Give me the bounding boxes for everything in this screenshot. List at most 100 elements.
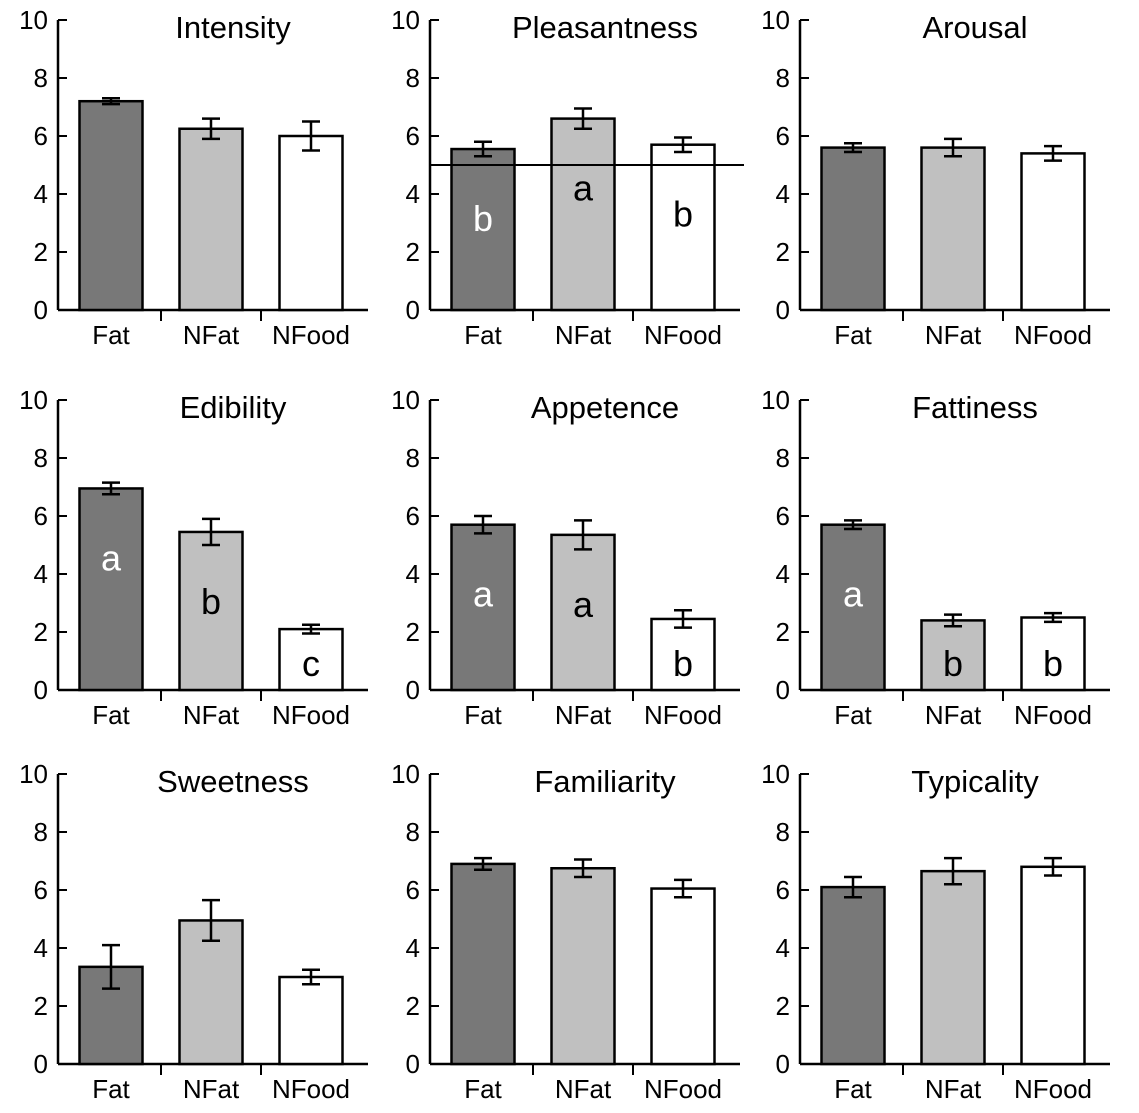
y-tick-label: 4 [406,559,420,589]
bar-nfood [650,143,716,312]
chart-title: Arousal [922,10,1027,45]
x-tick-label: Fat [834,1074,872,1104]
chart-panel: 0 2 4 6 8 10 Fattiness Fat a NFat b NFood b [761,385,1110,730]
bar-nfat [920,146,986,312]
y-tick-label: 0 [776,295,790,325]
bar-nfat [178,530,244,692]
x-tick-label: NFat [555,320,612,350]
y-tick-label: 2 [776,991,790,1021]
chart-title: Edibility [180,390,287,425]
y-tick-label: 6 [34,121,48,151]
y-tick-label: 8 [406,817,420,847]
x-tick-label: NFood [272,1074,350,1104]
significance-letter: b [201,581,221,622]
y-tick-label: 8 [776,443,790,473]
y-tick-label: 8 [34,63,48,93]
y-tick-label: 4 [776,559,790,589]
y-tick-label: 0 [776,1049,790,1079]
y-tick-label: 2 [406,237,420,267]
y-tick-label: 10 [391,759,420,789]
x-tick-label: NFood [644,320,722,350]
chart-panel: 0 2 4 6 8 10 Typicality Fat NFat NFood [761,759,1110,1104]
chart-title: Appetence [531,390,679,425]
x-tick-label: NFood [644,700,722,730]
y-tick-label: 4 [406,179,420,209]
y-tick-label: 8 [406,63,420,93]
x-tick-label: NFood [1014,700,1092,730]
y-tick-label: 6 [406,875,420,905]
x-tick-label: Fat [92,700,130,730]
x-tick-label: NFat [555,1074,612,1104]
x-tick-label: Fat [834,320,872,350]
y-tick-label: 2 [776,237,790,267]
x-tick-label: Fat [464,320,502,350]
y-tick-label: 10 [19,759,48,789]
chart-panel: 0 2 4 6 8 10 Pleasantness Fat b NFat a NFood b [391,5,744,350]
bar-nfood [1020,152,1086,312]
bar-nfat [550,533,616,692]
y-tick-label: 2 [406,617,420,647]
y-tick-label: 0 [776,675,790,705]
bar-nfat [550,867,616,1066]
bar-nfood [650,887,716,1066]
significance-letter: a [473,574,494,615]
y-tick-label: 0 [406,1049,420,1079]
chart-title: Intensity [175,10,291,45]
chart-panel: 0 2 4 6 8 10 Sweetness Fat NFat NFood [19,759,368,1104]
y-tick-label: 4 [776,179,790,209]
significance-letter: a [101,537,122,578]
bar-fat [450,147,516,312]
bar-nfood [650,617,716,692]
y-tick-label: 6 [406,501,420,531]
significance-letter: a [573,168,594,209]
bar-fat [820,146,886,312]
y-tick-label: 4 [776,933,790,963]
y-tick-label: 0 [34,1049,48,1079]
bar-nfood [278,627,344,692]
bar-nfood [278,134,344,312]
significance-letter: b [673,643,693,684]
chart-panel: 0 2 4 6 8 10 Familiarity Fat NFat NFood [391,759,740,1104]
y-tick-label: 0 [406,295,420,325]
y-tick-label: 2 [34,617,48,647]
x-tick-label: NFat [555,700,612,730]
y-tick-label: 10 [19,5,48,35]
y-tick-label: 0 [34,295,48,325]
y-tick-label: 4 [406,933,420,963]
bar-nfood [278,975,344,1066]
y-tick-label: 8 [776,817,790,847]
bar-nfat [550,117,616,312]
y-tick-label: 10 [19,385,48,415]
x-tick-label: Fat [92,1074,130,1104]
x-tick-label: NFood [1014,320,1092,350]
x-tick-label: NFat [925,1074,982,1104]
y-tick-label: 0 [406,675,420,705]
y-tick-label: 2 [406,991,420,1021]
y-tick-label: 4 [34,559,48,589]
chart-title: Familiarity [534,764,676,799]
y-tick-label: 8 [34,817,48,847]
y-tick-label: 10 [391,5,420,35]
x-tick-label: Fat [464,700,502,730]
y-tick-label: 6 [776,121,790,151]
chart-panel: 0 2 4 6 8 10 Intensity Fat NFat NFood [19,5,368,350]
x-tick-label: NFood [644,1074,722,1104]
chart-title: Fattiness [912,390,1038,425]
y-tick-label: 6 [776,875,790,905]
chart-title: Pleasantness [512,10,698,45]
y-tick-label: 8 [776,63,790,93]
chart-panel: 0 2 4 6 8 10 Appetence Fat a NFat a NFood b [391,385,740,730]
significance-letter: a [573,584,594,625]
y-tick-label: 10 [391,385,420,415]
x-tick-label: NFat [183,320,240,350]
y-tick-label: 2 [34,991,48,1021]
x-tick-label: NFood [272,320,350,350]
bar-fat [78,487,144,692]
x-tick-label: Fat [464,1074,502,1104]
bar-nfood [1020,616,1086,692]
significance-letter: b [1043,643,1063,684]
x-tick-label: NFood [1014,1074,1092,1104]
x-tick-label: NFood [272,700,350,730]
x-tick-label: NFat [925,320,982,350]
